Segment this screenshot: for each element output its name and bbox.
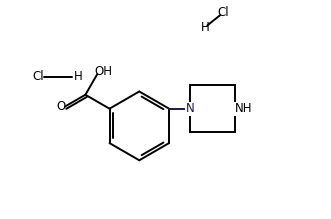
Text: H: H [201, 21, 209, 34]
Text: Cl: Cl [217, 6, 229, 19]
Text: O: O [56, 100, 65, 113]
Text: Cl: Cl [32, 70, 44, 83]
Text: OH: OH [95, 65, 113, 78]
Text: NH: NH [235, 102, 253, 115]
Text: H: H [74, 70, 83, 83]
Text: N: N [186, 102, 195, 115]
